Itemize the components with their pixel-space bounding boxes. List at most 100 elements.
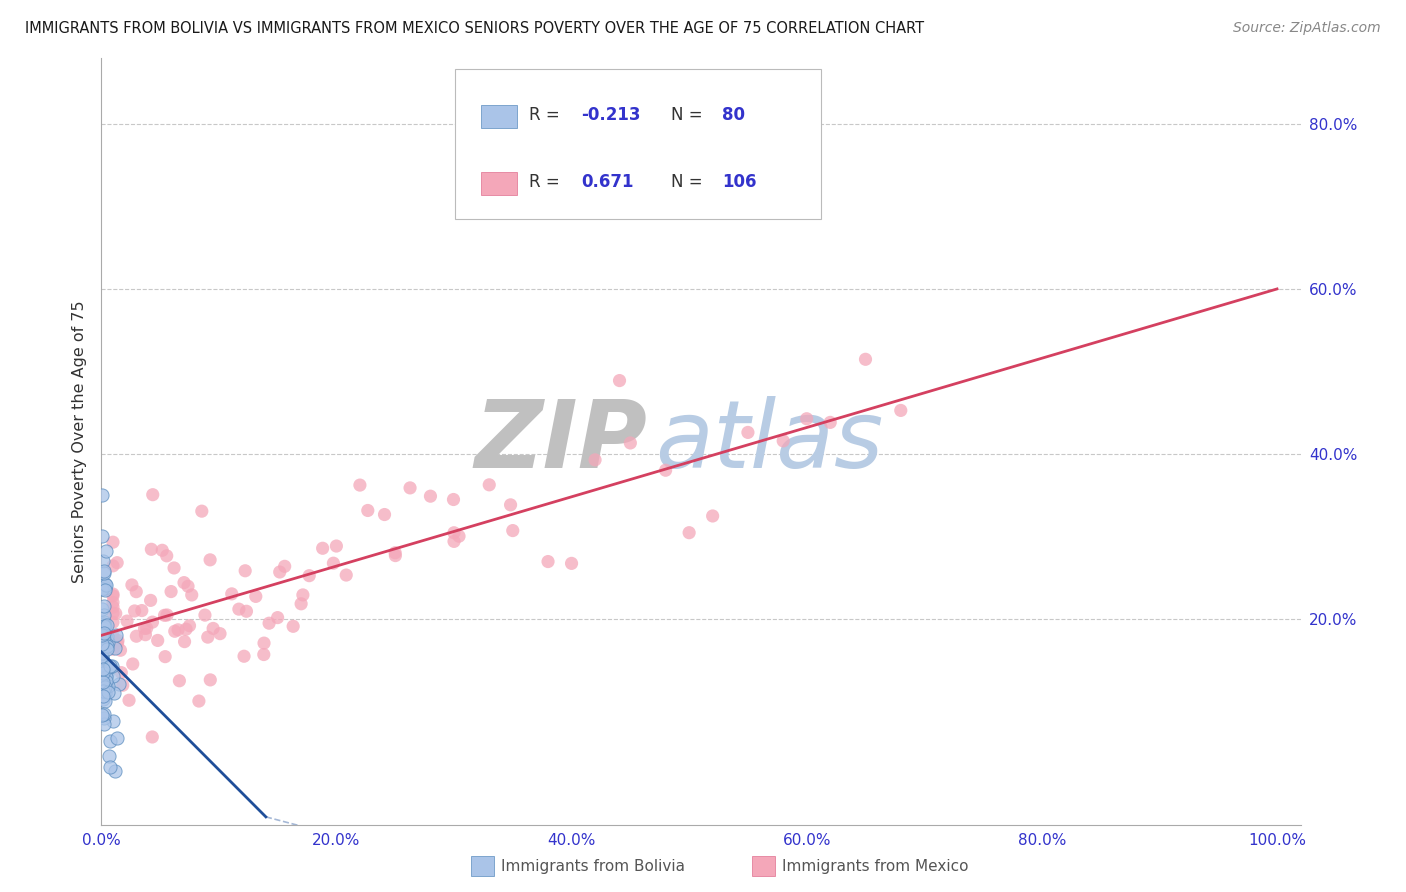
Text: Immigrants from Bolivia: Immigrants from Bolivia <box>501 859 685 873</box>
Point <box>103 686 125 700</box>
Point <box>101 589 124 603</box>
Point <box>90 707 112 722</box>
Point <box>890 403 912 417</box>
Point <box>107 636 129 650</box>
Point <box>111 678 134 692</box>
Point <box>104 607 127 621</box>
Point <box>93 626 115 640</box>
Point <box>107 633 129 648</box>
Text: Source: ZipAtlas.com: Source: ZipAtlas.com <box>1233 21 1381 36</box>
Point <box>269 565 291 579</box>
Point <box>233 564 256 578</box>
Point <box>141 730 163 744</box>
Point <box>208 626 231 640</box>
Point <box>93 706 115 721</box>
Point <box>273 559 295 574</box>
Point <box>90 640 112 654</box>
Point <box>93 717 115 731</box>
Text: N =: N = <box>671 173 703 192</box>
Point <box>91 657 114 671</box>
Point <box>125 584 148 599</box>
Point <box>91 554 114 568</box>
Point <box>221 587 243 601</box>
Point <box>855 352 877 367</box>
Point <box>110 665 132 680</box>
Point <box>678 525 700 540</box>
Point <box>228 602 250 616</box>
Point <box>502 524 524 538</box>
Text: 106: 106 <box>723 173 756 192</box>
Point <box>93 630 115 644</box>
Y-axis label: Seniors Poverty Over the Age of 75: Seniors Poverty Over the Age of 75 <box>72 301 87 582</box>
Point <box>298 568 321 582</box>
Point <box>97 635 120 649</box>
Point <box>91 637 114 651</box>
Point <box>179 618 201 632</box>
Point <box>101 669 124 683</box>
Point <box>91 620 114 634</box>
Text: Immigrants from Mexico: Immigrants from Mexico <box>782 859 969 873</box>
Point <box>93 577 115 591</box>
Text: 80: 80 <box>723 106 745 124</box>
Point <box>134 628 156 642</box>
Point <box>96 670 118 684</box>
Point <box>153 608 176 623</box>
Point <box>125 629 148 643</box>
Point <box>105 731 128 746</box>
Point <box>325 539 347 553</box>
Point <box>266 610 288 624</box>
Point <box>146 633 169 648</box>
Point <box>322 556 344 570</box>
Point <box>702 508 724 523</box>
Point <box>654 463 676 477</box>
Point <box>96 639 118 653</box>
Point <box>94 578 117 592</box>
Point <box>101 629 124 643</box>
Point <box>104 641 127 656</box>
Point <box>101 595 124 609</box>
Point <box>447 529 470 543</box>
Point <box>94 619 117 633</box>
Point <box>93 615 115 630</box>
Point <box>101 600 124 615</box>
Point <box>121 578 143 592</box>
Point <box>91 677 114 691</box>
Point <box>173 575 195 590</box>
Point <box>96 665 118 680</box>
Point <box>97 680 120 694</box>
Point <box>141 615 163 629</box>
Point <box>91 689 114 703</box>
Point <box>90 649 112 664</box>
Point <box>173 634 195 648</box>
Text: N =: N = <box>671 106 703 124</box>
FancyBboxPatch shape <box>456 70 821 219</box>
Point <box>93 694 115 708</box>
Point <box>141 542 163 557</box>
Point <box>156 549 179 563</box>
Point <box>443 534 465 549</box>
Point <box>191 504 214 518</box>
Point <box>198 553 221 567</box>
Point <box>235 604 257 618</box>
Point <box>101 642 124 657</box>
Point <box>91 632 114 646</box>
Point <box>194 608 217 623</box>
Point <box>399 481 422 495</box>
Point <box>153 649 176 664</box>
Point <box>94 582 117 596</box>
Point <box>291 588 314 602</box>
Point <box>772 434 794 448</box>
Point <box>90 628 112 642</box>
Point <box>90 582 112 596</box>
Point <box>561 557 583 571</box>
Point <box>91 488 114 502</box>
Point <box>90 657 112 671</box>
Point <box>163 561 186 575</box>
Point <box>200 673 222 687</box>
Text: -0.213: -0.213 <box>581 106 641 124</box>
Point <box>91 529 114 543</box>
Point <box>96 544 118 558</box>
Text: 0.671: 0.671 <box>581 173 634 192</box>
Point <box>180 588 202 602</box>
Point <box>93 685 115 699</box>
